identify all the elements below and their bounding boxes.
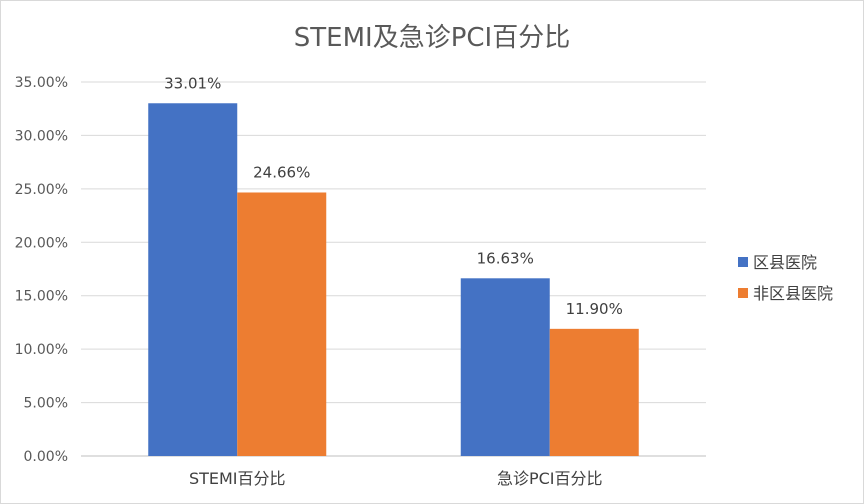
- y-tick-label: 20.00%: [15, 235, 68, 251]
- x-category-label: STEMI百分比: [189, 469, 286, 488]
- y-tick-label: 10.00%: [15, 342, 68, 358]
- x-category-label: 急诊PCI百分比: [497, 469, 603, 488]
- chart-title: STEMI及急诊PCI百分比: [294, 23, 570, 53]
- bars: [148, 103, 639, 456]
- bar-value-label: 16.63%: [477, 249, 534, 267]
- y-axis-tick-labels: 0.00% 5.00% 10.00% 15.00% 20.00% 25.00% 30.00%…: [15, 75, 68, 465]
- bar-value-label: 24.66%: [253, 163, 310, 181]
- bar-value-label: 33.01%: [164, 74, 221, 92]
- bar-non-county-hospital: [549, 328, 639, 456]
- data-labels: 33.01% 24.66% 16.63% 11.90%: [164, 74, 623, 318]
- bar-county-hospital: [460, 278, 550, 456]
- y-tick-label: 0.00%: [24, 449, 68, 465]
- y-tick-label: 15.00%: [15, 289, 68, 305]
- y-tick-label: 5.00%: [24, 396, 68, 412]
- legend-label: 非区县医院: [753, 284, 833, 303]
- bar-non-county-hospital: [237, 192, 327, 456]
- bar-county-hospital: [148, 103, 238, 456]
- legend-swatch: [738, 288, 748, 298]
- y-tick-label: 35.00%: [15, 75, 68, 91]
- legend-swatch: [738, 257, 748, 267]
- legend-label: 区县医院: [753, 253, 817, 272]
- bar-value-label: 11.90%: [566, 300, 623, 318]
- y-tick-label: 30.00%: [15, 128, 68, 144]
- y-tick-label: 25.00%: [15, 182, 68, 198]
- x-axis-category-labels: STEMI百分比 急诊PCI百分比: [189, 469, 603, 488]
